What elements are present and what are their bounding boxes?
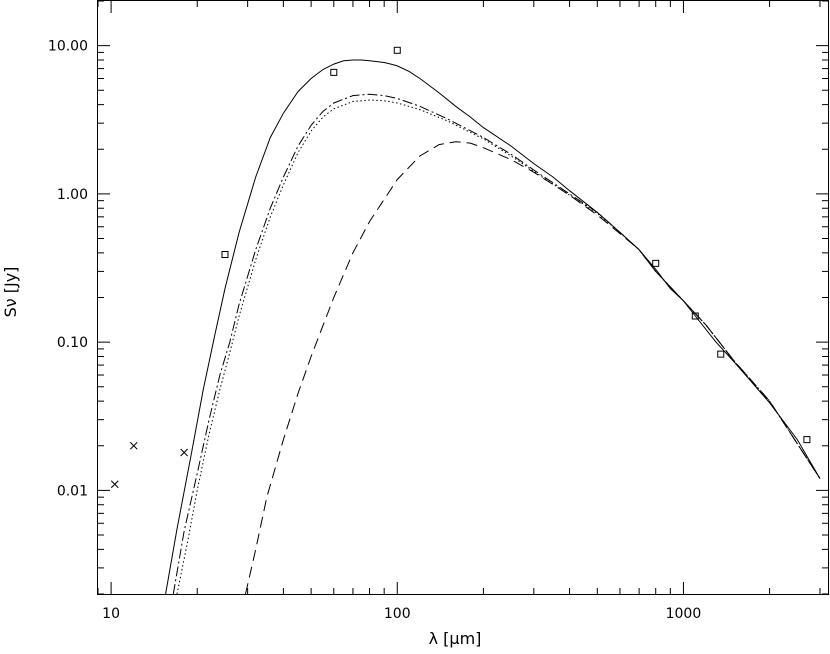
data-point-cross xyxy=(110,480,119,489)
y-tick-label: 0.10 xyxy=(57,335,88,351)
data-point-square xyxy=(330,68,338,76)
y-tick-label: 0.01 xyxy=(57,483,88,499)
data-point-square xyxy=(393,46,401,54)
model-curve-dashed xyxy=(245,141,821,595)
model-curves xyxy=(165,59,821,595)
x-tick-label: 100 xyxy=(384,606,411,622)
y-tick-label: 1.00 xyxy=(57,187,88,203)
x-tick-label: 1000 xyxy=(666,606,702,622)
data-point-cross xyxy=(129,441,138,450)
data-point-square xyxy=(691,312,699,320)
model-curve-solid xyxy=(165,59,821,595)
data-point-cross xyxy=(180,448,189,457)
y-tick-label: 10.00 xyxy=(48,39,88,55)
data-point-square xyxy=(803,436,811,444)
data-point-square xyxy=(221,251,229,259)
data-point-square xyxy=(652,259,660,267)
x-tick-label: 10 xyxy=(102,606,120,622)
tick-labels: 10 100 1000 0.01 0.10 1.00 10.00 xyxy=(48,39,701,622)
data-point-square xyxy=(717,350,725,358)
data-points xyxy=(110,46,811,489)
model-curve-dash-dot xyxy=(172,93,821,595)
x-axis-title: λ [μm] xyxy=(429,629,482,648)
plot-frame xyxy=(97,0,829,595)
y-axis-title: Sν [Jy] xyxy=(1,267,20,318)
axis-ticks xyxy=(97,0,828,595)
